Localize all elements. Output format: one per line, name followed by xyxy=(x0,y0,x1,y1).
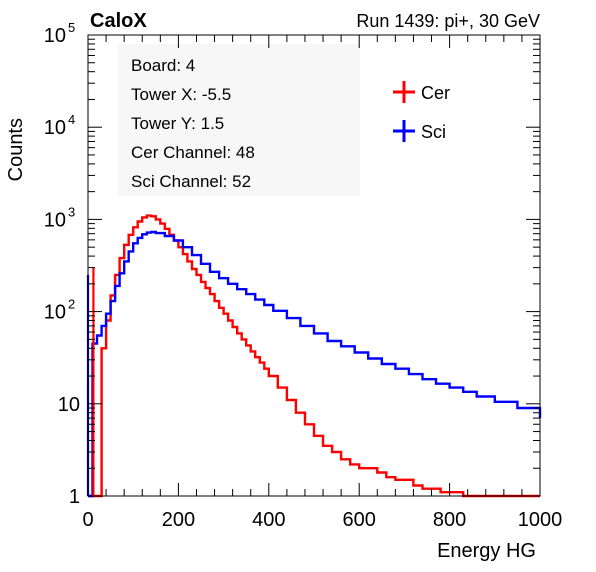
info-line-cer-channel: Cer Channel: 48 xyxy=(131,143,255,162)
x-tick-label: 400 xyxy=(252,509,285,531)
x-tick-label: 600 xyxy=(343,509,376,531)
series-line-cer xyxy=(88,214,540,498)
experiment-label: CaloX xyxy=(90,10,147,32)
legend: Cer Sci xyxy=(393,81,450,142)
y-tick-label: 10 xyxy=(44,302,66,324)
x-tick-label: 0 xyxy=(82,509,93,531)
info-line-tower-y: Tower Y: 1.5 xyxy=(131,114,224,133)
info-line-sci-channel: Sci Channel: 52 xyxy=(131,172,251,191)
x-tick-label: 1000 xyxy=(518,509,563,531)
info-line-tower-x: Tower X: -5.5 xyxy=(131,85,231,104)
x-axis-label: Energy HG xyxy=(437,540,536,562)
legend-label-sci: Sci xyxy=(421,122,446,142)
x-tick-label: 800 xyxy=(433,509,466,531)
series-line-sci xyxy=(88,230,542,498)
x-tick-label: 200 xyxy=(162,509,195,531)
y-tick-exponent: 3 xyxy=(68,204,75,219)
info-box-background xyxy=(118,44,360,196)
y-axis-label: Counts xyxy=(5,118,27,181)
y-tick-label: 10 xyxy=(44,117,66,139)
y-tick-exponent: 4 xyxy=(68,112,75,127)
run-info-label: Run 1439: pi+, 30 GeV xyxy=(356,11,540,31)
y-tick-exponent: 2 xyxy=(68,297,75,312)
plot-area xyxy=(86,214,542,498)
x-axis: 0 200 400 600 800 1000 xyxy=(82,35,562,531)
info-line-board: Board: 4 xyxy=(131,56,195,75)
y-tick-label: 10 xyxy=(44,209,66,231)
plot-frame xyxy=(87,34,541,497)
y-tick-label: 10 xyxy=(58,394,80,416)
legend-label-cer: Cer xyxy=(421,83,450,103)
y-tick-label: 1 xyxy=(69,486,80,508)
y-tick-exponent: 5 xyxy=(68,20,75,35)
info-box: Board: 4 Tower X: -5.5 Tower Y: 1.5 Cer … xyxy=(118,44,360,196)
y-tick-label: 10 xyxy=(44,25,66,47)
